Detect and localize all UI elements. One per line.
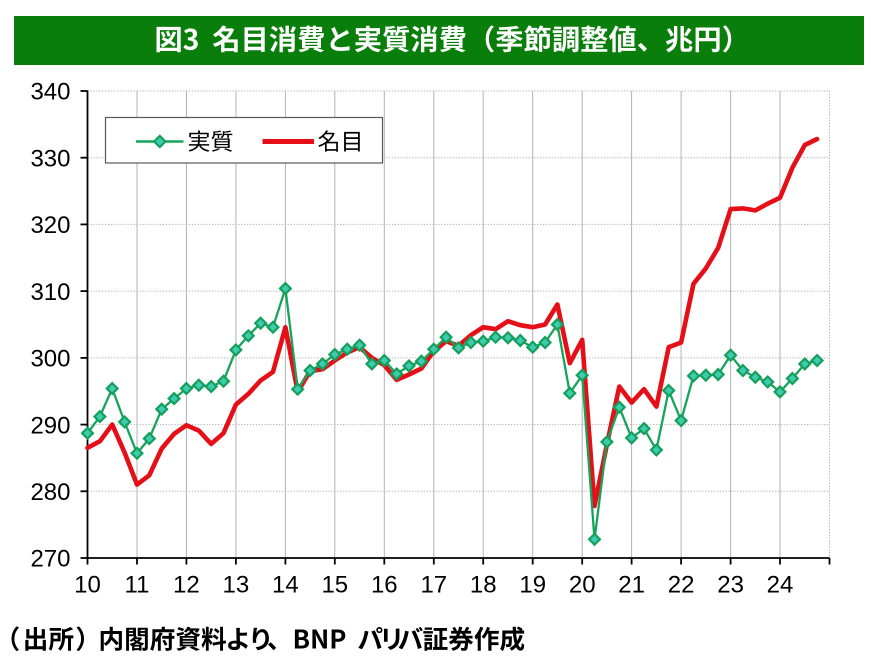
svg-text:320: 320 (30, 212, 70, 239)
svg-text:21: 21 (618, 572, 645, 599)
svg-text:15: 15 (321, 572, 348, 599)
svg-text:17: 17 (420, 572, 447, 599)
svg-text:300: 300 (30, 346, 70, 373)
svg-text:18: 18 (470, 572, 497, 599)
svg-text:14: 14 (272, 572, 299, 599)
svg-text:13: 13 (223, 572, 250, 599)
svg-text:16: 16 (371, 572, 398, 599)
svg-text:12: 12 (173, 572, 200, 599)
svg-text:330: 330 (30, 145, 70, 172)
svg-text:19: 19 (519, 572, 546, 599)
svg-text:290: 290 (30, 412, 70, 439)
svg-text:24: 24 (767, 572, 794, 599)
svg-text:310: 310 (30, 279, 70, 306)
svg-text:23: 23 (717, 572, 744, 599)
svg-text:10: 10 (74, 572, 101, 599)
svg-text:280: 280 (30, 479, 70, 506)
svg-text:22: 22 (668, 572, 695, 599)
svg-text:270: 270 (30, 546, 70, 573)
svg-text:20: 20 (569, 572, 596, 599)
svg-text:11: 11 (125, 572, 150, 599)
svg-text:340: 340 (30, 79, 70, 106)
